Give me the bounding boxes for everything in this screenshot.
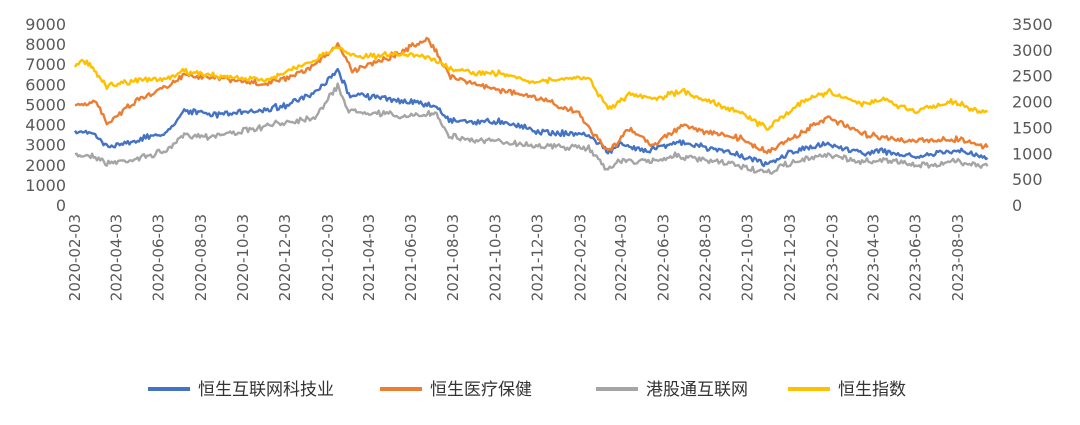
legend-label: 恒生指数 [838, 380, 906, 400]
y-right-tick-label: 2000 [1012, 93, 1053, 112]
legend-item: 恒生指数 [788, 380, 906, 400]
legend-label: 恒生互联网科技业 [198, 380, 334, 400]
y-right-tick-label: 3500 [1012, 15, 1053, 34]
x-tick-label: 2023-02-03 [824, 214, 842, 301]
y-right-tick-label: 0 [1012, 196, 1022, 215]
x-tick-label: 2020-04-03 [108, 214, 126, 301]
y-left-tick-label: 8000 [25, 35, 66, 54]
y-left-tick-label: 7000 [25, 55, 66, 74]
y-left-tick-label: 4000 [25, 116, 66, 135]
x-tick-label: 2021-04-03 [360, 214, 378, 301]
y-left-tick-label: 5000 [25, 95, 66, 114]
series-layer [73, 36, 989, 175]
y-left-tick-label: 2000 [25, 156, 66, 175]
y-left-tick-label: 3000 [25, 136, 66, 155]
x-tick-label: 2021-08-03 [444, 214, 462, 301]
legend-item: 恒生医疗保健 [380, 380, 532, 400]
x-tick-label: 2022-06-03 [654, 214, 672, 301]
y-left-tick-label: 1000 [25, 176, 66, 195]
legend-item: 恒生互联网科技业 [148, 380, 334, 400]
y-right-tick-label: 1000 [1012, 144, 1053, 163]
x-tick-label: 2023-08-03 [949, 214, 967, 301]
x-tick-label: 2020-10-03 [234, 214, 252, 301]
y-left-tick-label: 9000 [25, 15, 66, 34]
series-line-3 [74, 82, 989, 175]
legend: 恒生互联网科技业 恒生医疗保健 港股通互联网 恒生指数 [148, 380, 906, 400]
x-tick-label: 2020-08-03 [192, 214, 210, 301]
x-tick-label: 2020-12-03 [276, 214, 294, 301]
y-left-tick-label: 6000 [25, 75, 66, 94]
y-right-tick-label: 500 [1012, 170, 1043, 189]
y-left-tick-label: 0 [56, 196, 66, 215]
x-tick-label: 2021-06-03 [402, 214, 420, 301]
x-tick-label: 2023-06-03 [907, 214, 925, 301]
x-tick-label: 2021-10-03 [486, 214, 504, 301]
x-tick-label: 2022-12-03 [781, 214, 799, 301]
legend-label: 恒生医疗保健 [430, 380, 532, 400]
x-tick-label: 2022-10-03 [739, 214, 757, 301]
y-right-tick-label: 3000 [1012, 41, 1053, 60]
series-line-1 [73, 67, 989, 168]
x-tick-label: 2023-04-03 [865, 214, 883, 301]
x-tick-label: 2021-12-03 [529, 214, 547, 301]
y-axis-right: 0 500 1000 1500 2000 2500 3000 3500 [1012, 15, 1053, 215]
x-tick-label: 2022-08-03 [697, 214, 715, 301]
legend-item: 港股通互联网 [596, 380, 748, 400]
x-tick-label: 2021-02-03 [319, 214, 337, 301]
x-tick-label: 2022-04-03 [612, 214, 630, 301]
y-right-tick-label: 2500 [1012, 67, 1053, 86]
x-tick-label: 2020-02-03 [66, 214, 84, 301]
x-tick-label: 2022-02-03 [571, 214, 589, 301]
x-tick-label: 2020-06-03 [150, 214, 168, 301]
series-line-4 [73, 46, 989, 131]
y-right-tick-label: 1500 [1012, 118, 1053, 137]
x-axis: 2020-02-03 2020-04-03 2020-06-03 2020-08-03… [66, 214, 967, 301]
legend-label: 港股通互联网 [646, 380, 748, 400]
